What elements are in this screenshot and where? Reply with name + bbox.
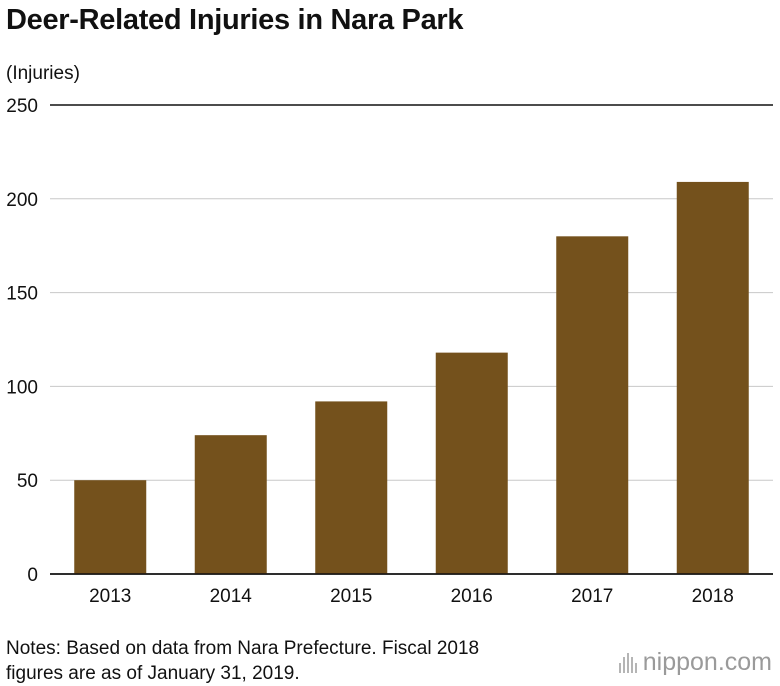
y-tick-label: 250 bbox=[6, 96, 38, 117]
y-tick-labels: 0 50 100 150 200 250 bbox=[6, 96, 38, 586]
chart-title: Deer-Related Injuries in Nara Park bbox=[6, 4, 464, 36]
bars bbox=[50, 181, 773, 575]
x-tick-labels: 2013 2014 2015 2016 2017 2018 bbox=[89, 586, 734, 607]
bar-2016 bbox=[435, 352, 508, 574]
brand-suffix: .com bbox=[717, 648, 772, 676]
brand-name: nippon bbox=[642, 648, 718, 676]
chart-notes: Notes: Based on data from Nara Prefectur… bbox=[6, 636, 479, 686]
y-tick-label: 0 bbox=[27, 565, 38, 586]
y-tick-label: 100 bbox=[6, 377, 38, 398]
y-axis-label: (Injuries) bbox=[6, 63, 80, 84]
brand-logo: nippon .com bbox=[618, 648, 772, 677]
x-tick-label: 2016 bbox=[451, 586, 493, 607]
y-tick-label: 200 bbox=[6, 190, 38, 211]
gridlines bbox=[50, 104, 773, 575]
x-tick-label: 2014 bbox=[210, 586, 253, 607]
y-tick-label: 50 bbox=[17, 471, 38, 492]
bar-2017 bbox=[556, 236, 629, 574]
bar-2015 bbox=[315, 401, 388, 574]
notes-line-2: figures are as of January 31, 2019. bbox=[6, 663, 300, 684]
notes-line-1: Notes: Based on data from Nara Prefectur… bbox=[6, 638, 480, 659]
x-tick-label: 2015 bbox=[330, 586, 372, 607]
bar-chart: 0 50 100 150 200 250 2013 2014 2015 2016 2017 2018 bbox=[6, 96, 773, 607]
x-tick-label: 2017 bbox=[571, 586, 613, 607]
x-tick-label: 2013 bbox=[89, 586, 131, 607]
bar-2013 bbox=[74, 480, 147, 574]
bar-2014 bbox=[194, 435, 267, 574]
y-tick-label: 150 bbox=[6, 284, 38, 305]
logo-bars-icon bbox=[618, 652, 637, 673]
bar-2018 bbox=[676, 181, 749, 574]
x-tick-label: 2018 bbox=[692, 586, 734, 607]
